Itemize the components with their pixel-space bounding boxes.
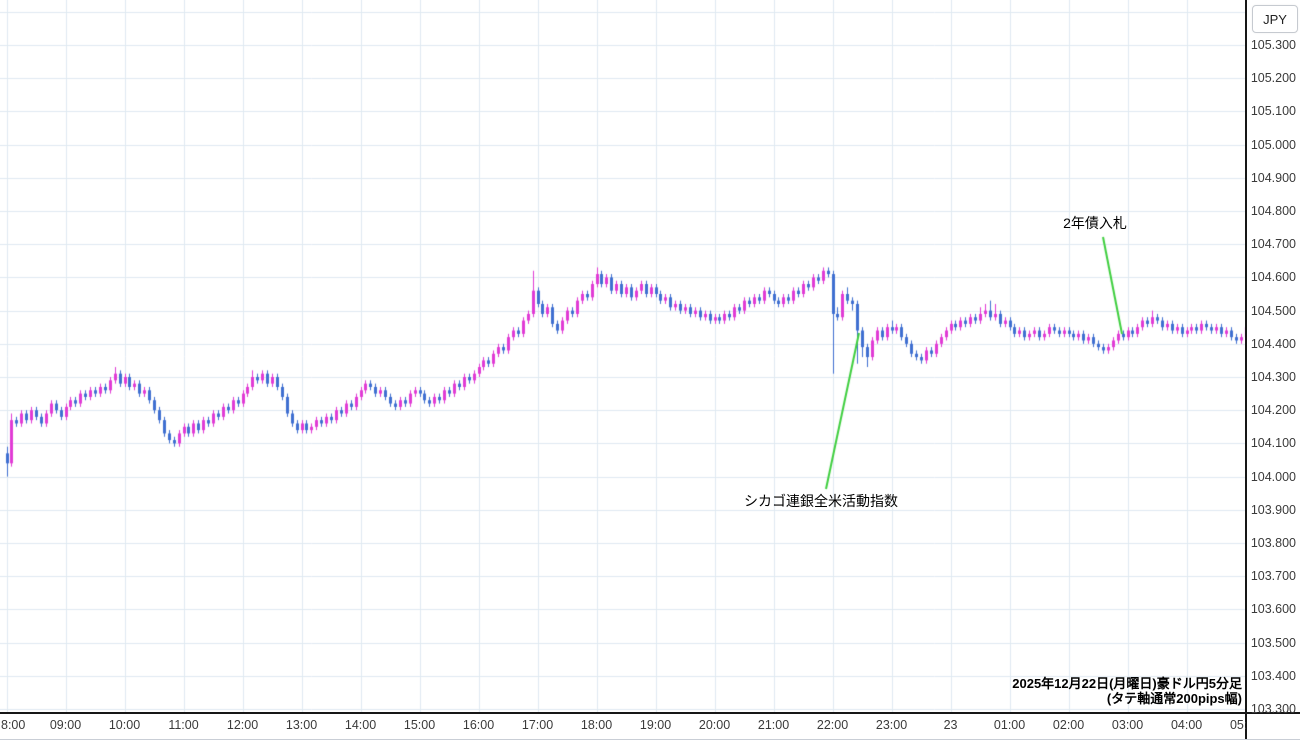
y-tick-label: 105.200 (1250, 71, 1296, 86)
x-tick-label: 11:00 (168, 718, 199, 732)
candlestick-chart (0, 0, 1246, 713)
y-tick-label: 103.900 (1250, 502, 1296, 517)
y-tick-label: 103.500 (1250, 635, 1296, 650)
x-tick-label: 20:00 (698, 718, 731, 732)
y-axis-line (1245, 0, 1247, 740)
bottom-divider (0, 739, 1300, 740)
y-tick-label: 104.900 (1250, 170, 1296, 185)
chart-caption: 2025年12月22日(月曜日)豪ドル円5分足 (タテ軸通常200pips幅) (1012, 676, 1242, 706)
x-axis-line (0, 712, 1300, 714)
event-annotation-label: 2年債入札 (1063, 215, 1127, 231)
x-tick-label: 03:00 (1111, 718, 1144, 732)
x-tick-label: 12:00 (226, 718, 259, 732)
y-tick-label: 103.800 (1250, 536, 1296, 550)
x-tick-label: 01:00 (993, 718, 1026, 732)
x-tick-label: 10:00 (108, 718, 141, 732)
price-axis: JPY 105.300 105.200 105.100 105.000 104.900 1… (1247, 0, 1300, 716)
y-tick-label: 104.400 (1250, 336, 1296, 351)
y-tick-label: 104.200 (1250, 403, 1296, 418)
y-tick-label: 104.000 (1250, 469, 1296, 484)
y-tick-label: 103.300 (1250, 702, 1296, 716)
x-tick-label: 21:00 (757, 718, 790, 732)
y-tick-label: 104.600 (1250, 270, 1296, 285)
x-tick-label: 18:00 (580, 718, 613, 732)
y-tick-label: 103.700 (1250, 569, 1296, 584)
y-tick-label: 105.100 (1250, 104, 1296, 119)
x-tick-label: 16:00 (462, 718, 495, 732)
x-tick-label: 05:00 (1229, 718, 1246, 732)
x-tick-label: 13:00 (285, 718, 318, 732)
y-tick-label: 105.300 (1250, 38, 1296, 52)
y-tick-label: 104.100 (1250, 436, 1296, 451)
x-tick-label: 04:00 (1170, 718, 1203, 732)
currency-badge: JPY (1252, 5, 1298, 33)
x-tick-label: 23 (943, 718, 958, 732)
chart-caption-line1: 2025年12月22日(月曜日)豪ドル円5分足 (1012, 676, 1242, 691)
chart-caption-line2: (タテ軸通常200pips幅) (1106, 691, 1242, 706)
x-tick-label: 15:00 (403, 718, 436, 732)
y-tick-label: 105.000 (1250, 137, 1296, 152)
y-tick-label: 104.800 (1250, 204, 1296, 218)
y-tick-label: 104.500 (1250, 303, 1296, 318)
x-tick-label: 8:00 (1, 718, 26, 732)
y-tick-label: 103.600 (1250, 602, 1296, 617)
x-tick-label: 09:00 (49, 718, 82, 732)
x-tick-label: 23:00 (875, 718, 908, 732)
x-tick-label: 02:00 (1052, 718, 1085, 732)
y-tick-label: 103.400 (1250, 668, 1296, 683)
y-tick-label: 104.700 (1250, 237, 1296, 252)
event-annotation-label: シカゴ連銀全米活動指数 (744, 493, 898, 509)
x-tick-label: 17:00 (521, 718, 554, 732)
x-tick-label: 14:00 (344, 718, 377, 732)
time-axis: 8:00 09:00 10:00 11:00 12:00 13:00 14:00 15:00 1… (0, 714, 1246, 738)
x-tick-label: 19:00 (639, 718, 672, 732)
x-tick-label: 22:00 (816, 718, 849, 732)
y-tick-label: 104.300 (1250, 370, 1296, 384)
